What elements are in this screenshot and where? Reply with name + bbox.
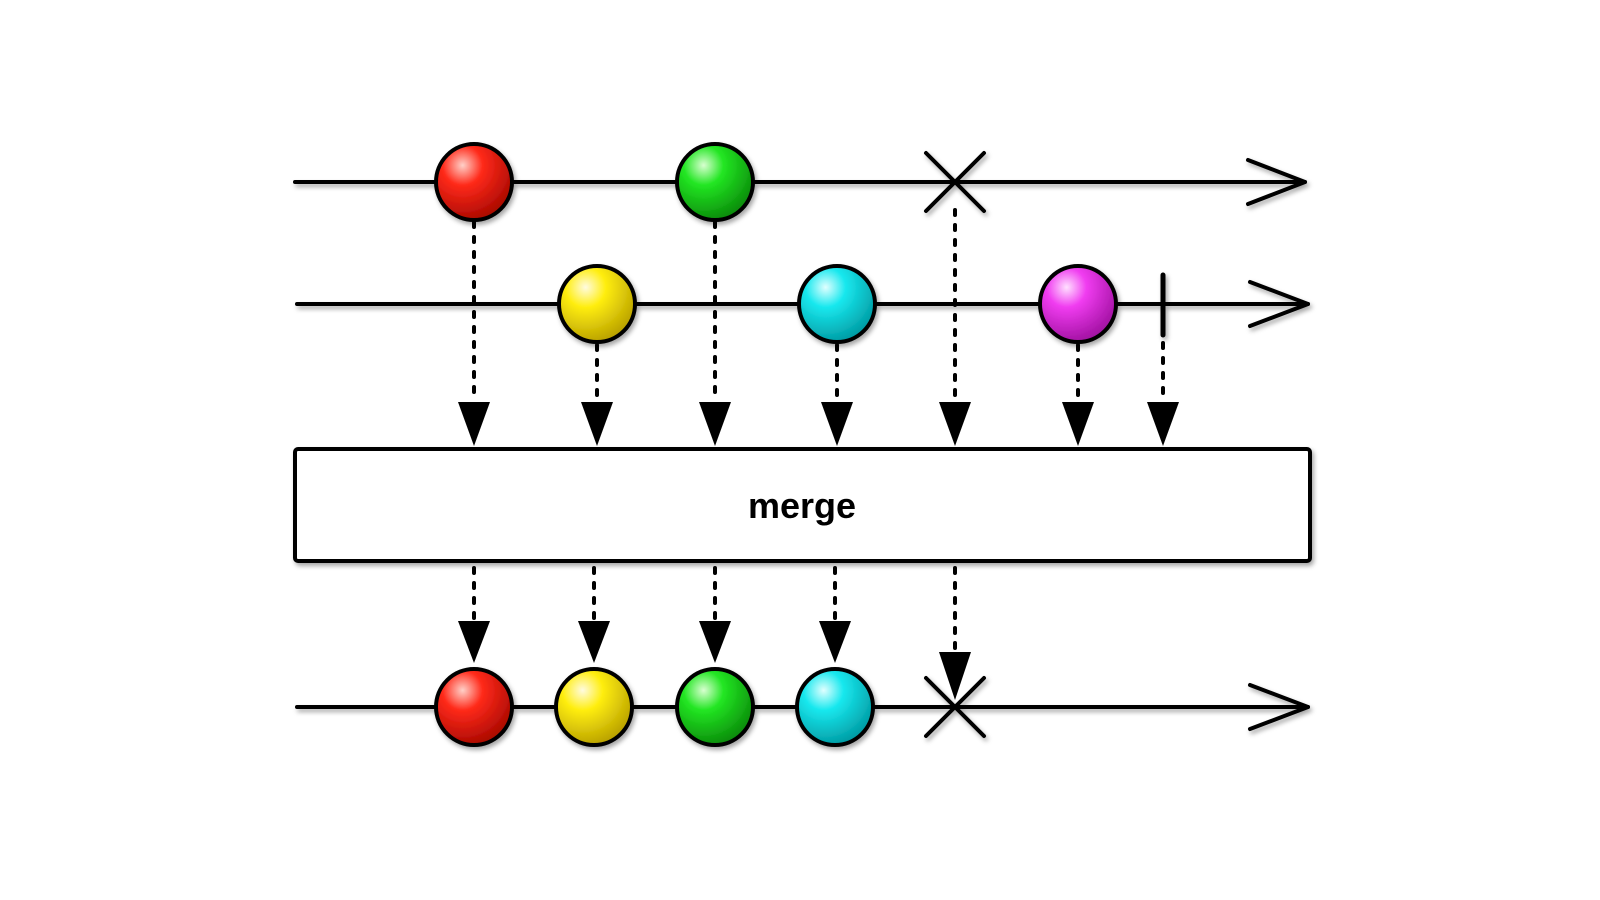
timeline-input-1 <box>293 142 1307 222</box>
arrowhead-yellow-in <box>581 402 613 446</box>
arrowhead-error-out <box>939 652 971 700</box>
arrowhead-cyan-in <box>821 402 853 446</box>
marble-magenta <box>1038 264 1118 344</box>
arrowhead-red-in <box>458 402 490 446</box>
timeline-output <box>295 667 1310 747</box>
marble-red <box>434 142 514 222</box>
marble-yellow <box>557 264 637 344</box>
output-marble-red <box>434 667 514 747</box>
operator-label: merge <box>748 485 856 526</box>
arrowhead-red-out <box>458 621 490 663</box>
arrowhead-complete-in <box>1147 402 1179 446</box>
operator-box <box>293 447 1312 563</box>
arrowhead-yellow-out <box>578 621 610 663</box>
error-x-icon <box>924 151 986 213</box>
timeline-2-arrow-icon <box>1248 280 1310 328</box>
arrowhead-error-in <box>939 402 971 446</box>
arrowhead-green-out <box>699 621 731 663</box>
arrowhead-green-in <box>699 402 731 446</box>
arrowhead-cyan-out <box>819 621 851 663</box>
marble-cyan <box>797 264 877 344</box>
arrowhead-group <box>458 402 1179 700</box>
output-marble-green <box>675 667 755 747</box>
arrowhead-magenta-in <box>1062 402 1094 446</box>
timeline-output-arrow-icon <box>1248 683 1310 731</box>
timeline-1-arrow-icon <box>1246 158 1307 206</box>
output-marble-yellow <box>554 667 634 747</box>
timeline-input-2 <box>295 264 1310 344</box>
marble-green <box>675 142 755 222</box>
operator-box-rect <box>293 447 1312 563</box>
output-marble-cyan <box>795 667 875 747</box>
output-error-x-icon <box>924 676 986 738</box>
